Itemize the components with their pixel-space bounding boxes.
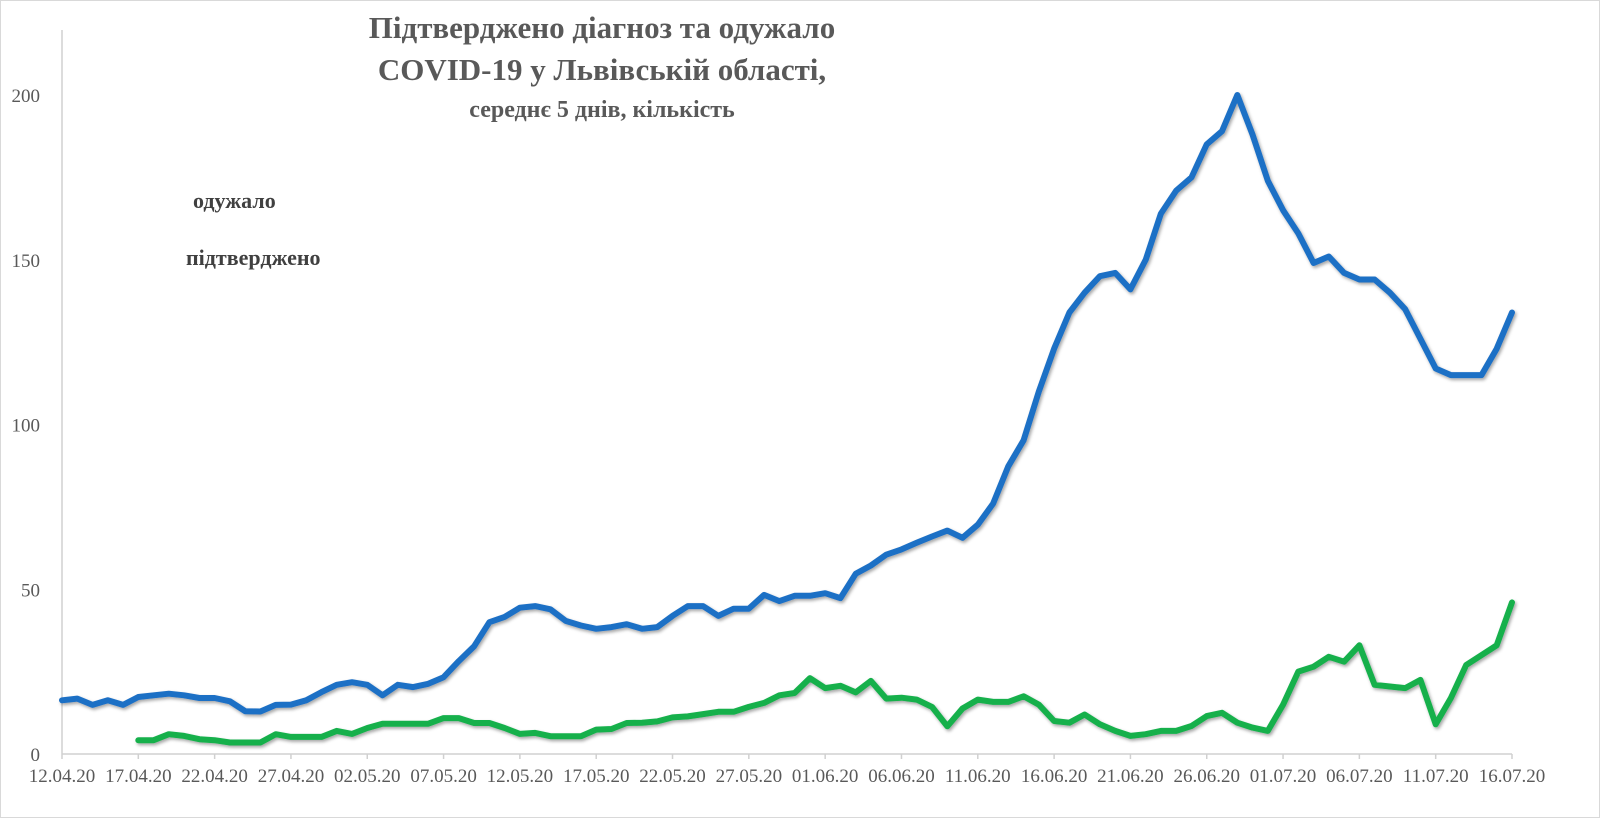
x-tick-label: 12.05.20 [487, 766, 554, 787]
x-tick-label: 01.06.20 [792, 766, 859, 787]
x-tick-label: 06.06.20 [868, 766, 935, 787]
chart-title-line-2: COVID-19 у Львівській області, [378, 52, 826, 87]
chart-title-line-1: Підтверджено діагноз та одужало [369, 10, 835, 45]
x-tick-label: 01.07.20 [1250, 766, 1317, 787]
series-line-recovered [135, 599, 1515, 746]
x-tick-label: 06.07.20 [1326, 766, 1393, 787]
y-tick-label: 100 [12, 416, 41, 437]
x-tick-label: 26.06.20 [1173, 766, 1240, 787]
y-tick-label: 0 [31, 745, 41, 766]
x-tick-label: 22.04.20 [181, 766, 248, 787]
x-tick-label: 11.07.20 [1403, 766, 1469, 787]
x-tick-label: 02.05.20 [334, 766, 401, 787]
x-tick-label: 16.06.20 [1021, 766, 1088, 787]
chart-subtitle: середнє 5 днів, кількість [469, 97, 735, 123]
legend-label-recovered: одужало [193, 188, 276, 213]
x-tick-label: 22.05.20 [639, 766, 706, 787]
series-line-confirmed [59, 92, 1515, 715]
y-tick-label: 150 [12, 251, 41, 272]
x-tick-label: 11.06.20 [945, 766, 1011, 787]
x-tick-label: 27.05.20 [716, 766, 783, 787]
x-tick-label: 27.04.20 [258, 766, 325, 787]
x-tick-label: 07.05.20 [410, 766, 477, 787]
x-tick-label: 21.06.20 [1097, 766, 1164, 787]
y-tick-label: 200 [12, 86, 41, 107]
legend: одужало підтверджено [129, 188, 321, 270]
x-tick-label: 17.05.20 [563, 766, 630, 787]
x-tick-label: 17.04.20 [105, 766, 172, 787]
legend-label-confirmed: підтверджено [186, 245, 321, 270]
x-tick-label: 12.04.20 [29, 766, 96, 787]
x-tick-label: 16.07.20 [1479, 766, 1546, 787]
y-tick-label: 50 [21, 580, 40, 601]
